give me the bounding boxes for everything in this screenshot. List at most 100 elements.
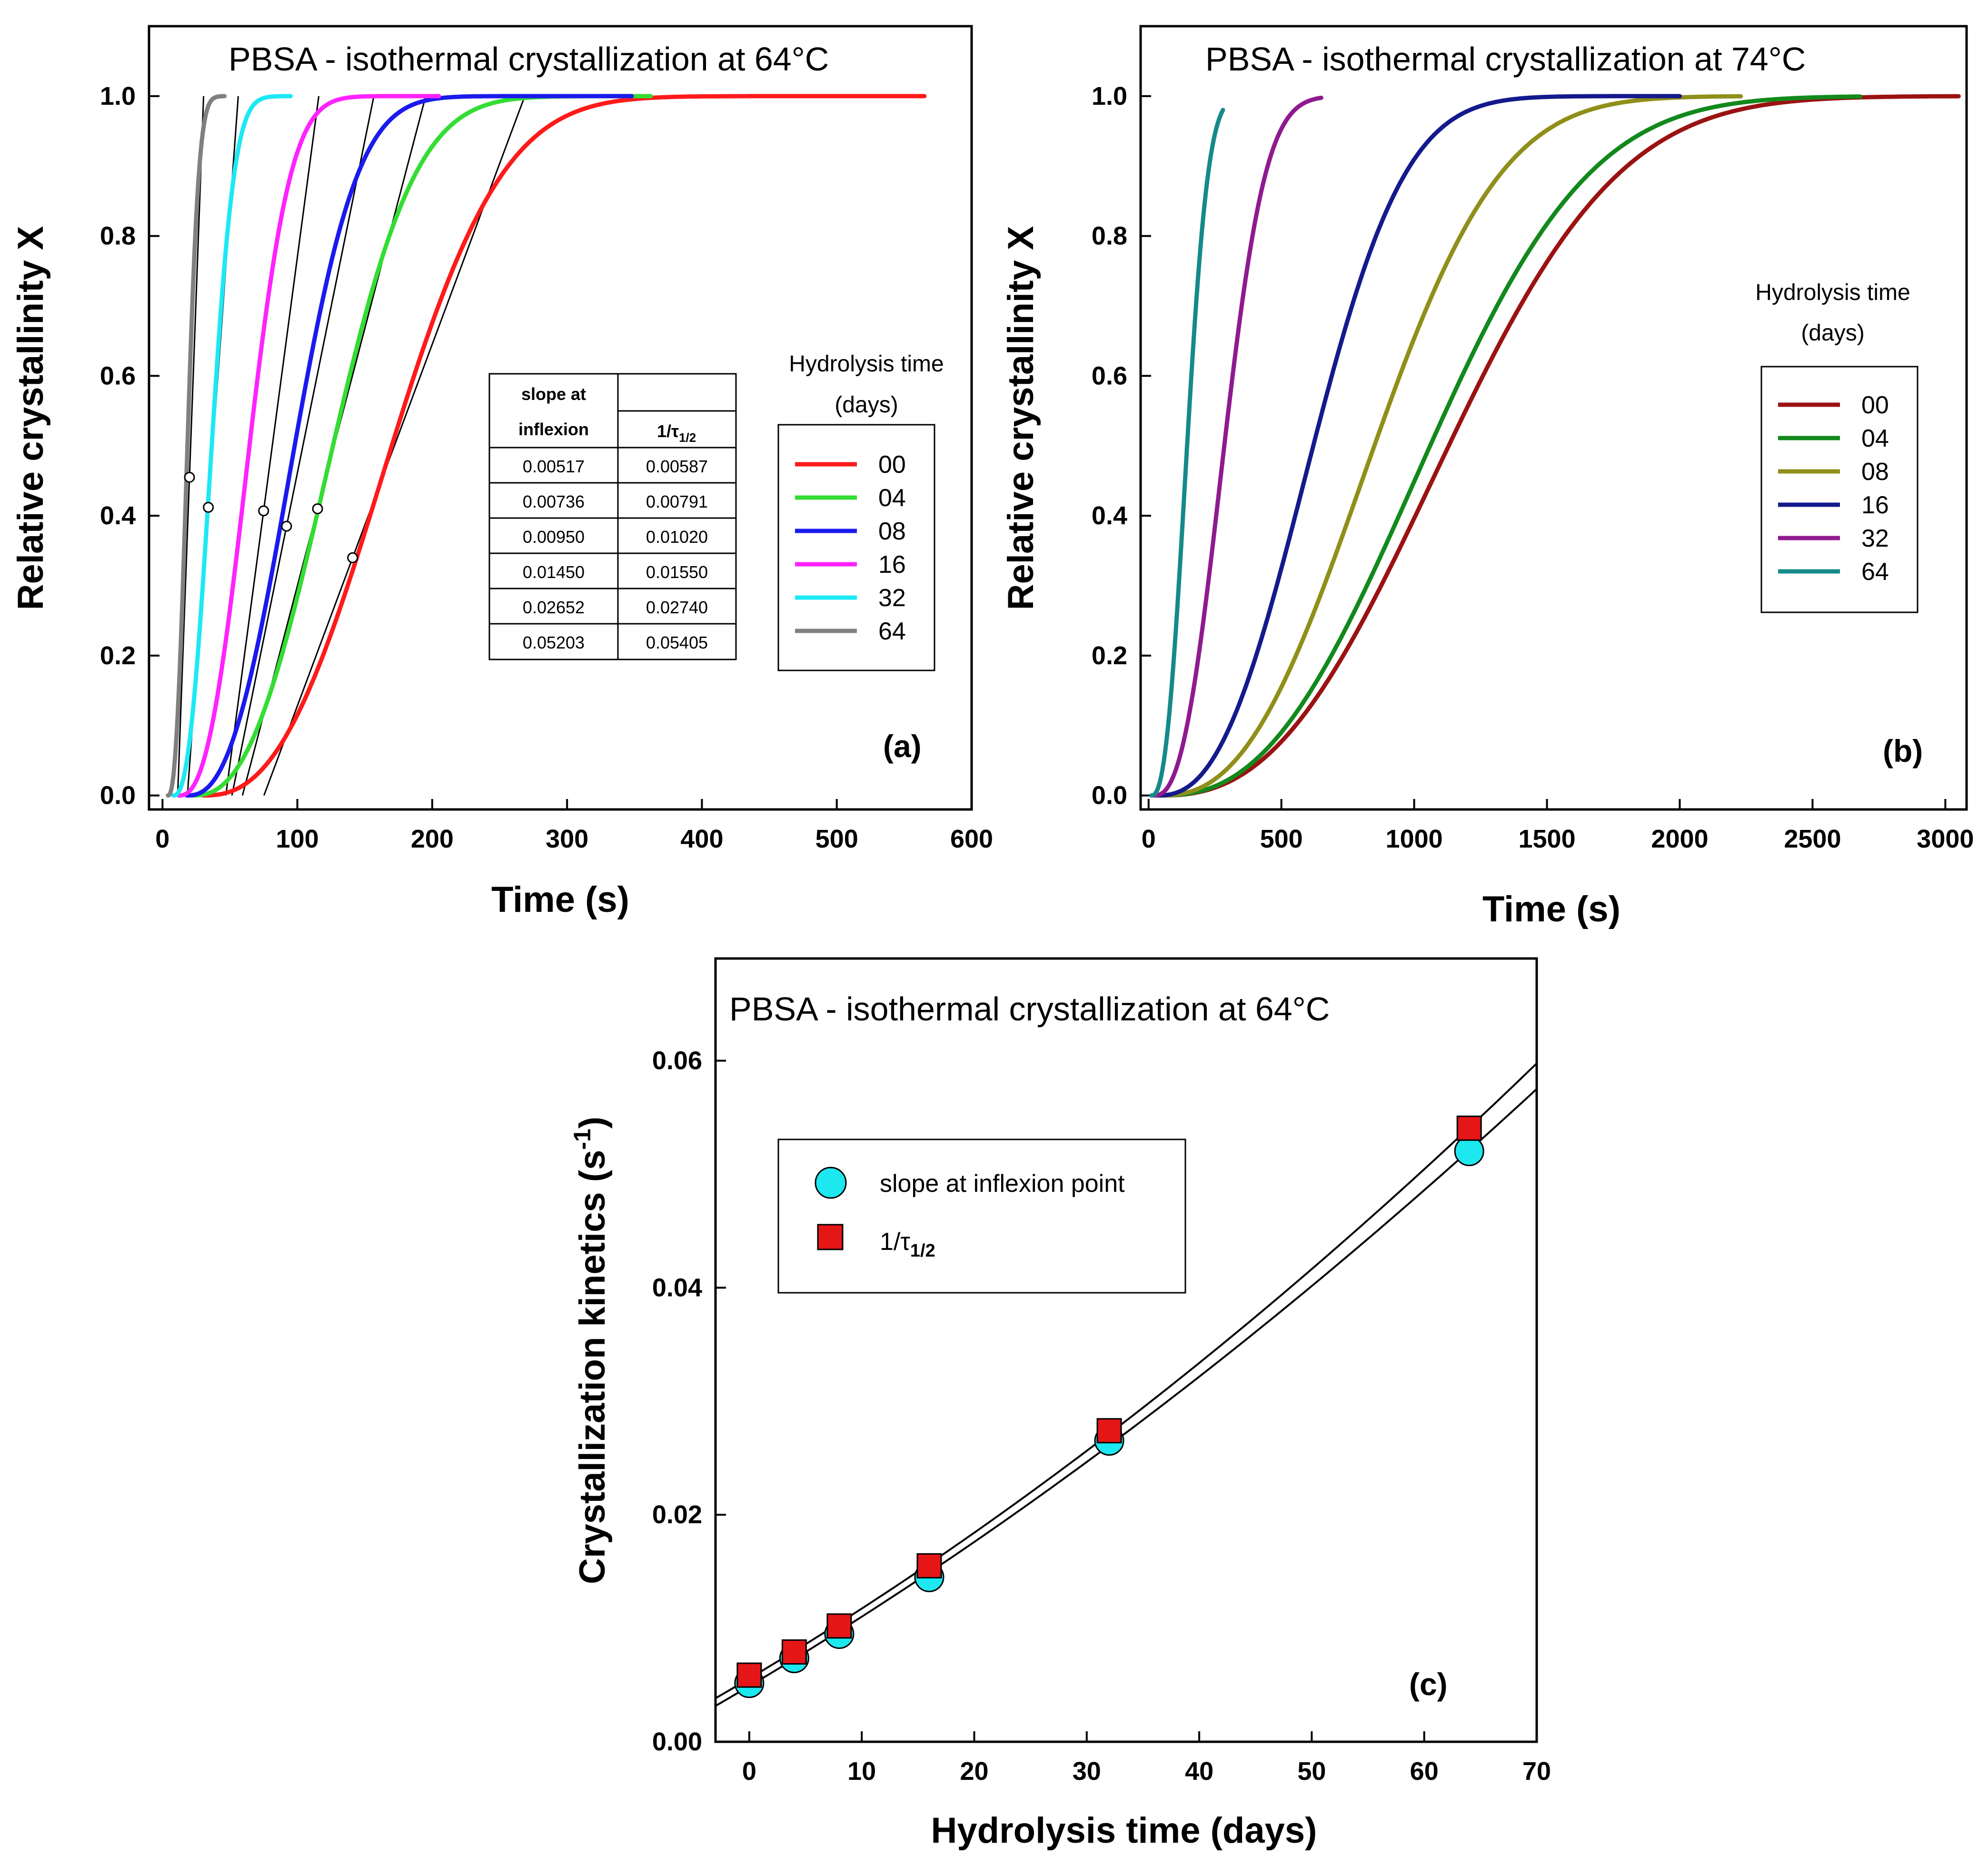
legend-box-c — [777, 1138, 1186, 1294]
y-tick-label: 1.0 — [1092, 82, 1127, 110]
legend-label-tau-main: 1/τ — [880, 1228, 910, 1256]
data-points-c — [734, 1115, 1484, 1698]
point-inverse-tau-half — [1456, 1115, 1482, 1141]
x-tick-label: 500 — [815, 825, 858, 853]
x-tick-label: 200 — [411, 825, 454, 853]
y-tick-label: 0.6 — [100, 361, 136, 390]
x-tick-label: 2500 — [1784, 825, 1841, 853]
inflexion-marker — [347, 552, 358, 563]
x-tick-label: 100 — [276, 825, 319, 853]
plot-area-c — [714, 957, 1538, 1743]
legend-subtitle-b: (days) — [1801, 320, 1864, 346]
legend-label-08: 08 — [1861, 458, 1889, 486]
legend-label-32: 32 — [1861, 525, 1889, 552]
y-axis-label-a: Relative crystallinity X — [10, 226, 51, 610]
legend-title-a: Hydrolysis time — [789, 351, 944, 377]
inflexion-marker — [258, 505, 269, 517]
table-cell: 0.01550 — [646, 562, 708, 582]
series-curve-32 — [171, 94, 293, 798]
x-tick-label: 30 — [1073, 1757, 1101, 1786]
panel-b: 0 500 1000 1500 2000 2500 3000 0.0 0.2 0.4 0.6 0.8… — [1001, 25, 1974, 929]
y-axis-label-c: Crystallization kinetics (s-1) — [569, 1117, 613, 1584]
series-curve-04 — [1157, 94, 1863, 798]
series-curve-64 — [1149, 108, 1225, 798]
x-tick-label: 0 — [1142, 825, 1156, 853]
legend-circle-marker — [815, 1167, 847, 1199]
legend-label-64: 64 — [878, 618, 906, 645]
x-tick-label: 60 — [1410, 1757, 1439, 1786]
point-inverse-tau-half — [781, 1639, 807, 1665]
table-cell: 0.01450 — [523, 562, 585, 582]
x-tick-label: 3000 — [1917, 825, 1974, 853]
y-tick-label: 0.0 — [1092, 781, 1127, 810]
legend-label-04: 04 — [878, 484, 906, 512]
x-tick-label: 2000 — [1651, 825, 1708, 853]
legend-c: slope at inflexion point 1/τ1/2 — [777, 1138, 1186, 1294]
y-tick-label: 0.2 — [1092, 641, 1127, 670]
table-cell: 0.01020 — [646, 527, 708, 547]
point-slope-inflexion — [1454, 1136, 1484, 1167]
inflexion-marker — [281, 520, 292, 532]
y-tick-label: 0.02 — [652, 1500, 702, 1529]
tangent-line — [225, 96, 320, 796]
legend-label-04: 04 — [1861, 425, 1889, 452]
legend-label-32: 32 — [878, 584, 906, 612]
panel-label-b: (b) — [1883, 733, 1923, 769]
legend-subtitle-a: (days) — [835, 392, 898, 418]
x-tick-label: 0 — [155, 825, 169, 853]
tangent-line — [177, 96, 205, 796]
curves-a — [166, 94, 927, 798]
inflexion-marker — [203, 502, 214, 513]
table-cell: 0.00517 — [523, 457, 585, 476]
y-axis-label-c-sup: -1 — [569, 1128, 596, 1149]
table-header-slope: slope at — [521, 384, 586, 404]
table-cell: 0.05203 — [523, 633, 585, 652]
legend-label-64: 64 — [1861, 558, 1889, 586]
point-inverse-tau-half — [1096, 1418, 1122, 1444]
series-curve-08 — [184, 94, 634, 798]
legend-label-slope: slope at inflexion point — [880, 1170, 1125, 1198]
inflexion-markers-a — [184, 471, 358, 563]
legend-title-b: Hydrolysis time — [1755, 280, 1910, 305]
legend-items-b: 00 04 08 16 32 64 — [1778, 391, 1889, 586]
tangent-line — [231, 96, 375, 796]
y-tick-label: 0.6 — [1092, 361, 1127, 390]
inflexion-marker — [184, 471, 195, 483]
y-tick-label: 0.4 — [1092, 501, 1127, 530]
series-curve-64 — [166, 94, 227, 798]
panel-label-a: (a) — [883, 729, 922, 764]
values-table: slope at inflexion 1/τ1/2 0.00517 0.0058… — [488, 373, 737, 660]
legend-label-16: 16 — [1861, 491, 1889, 519]
y-axis-label-c-end: ) — [572, 1117, 613, 1128]
x-ticks-b: 0 500 1000 1500 2000 2500 3000 — [1142, 799, 1974, 853]
legend-items-a: 00 04 08 16 32 64 — [795, 451, 906, 645]
legend-square-marker — [817, 1224, 844, 1250]
inflexion-marker — [312, 503, 323, 514]
series-curve-00 — [200, 94, 927, 798]
x-axis-label-b: Time (s) — [1482, 889, 1620, 929]
panel-c: 0 10 20 30 40 50 60 70 0.00 0.02 0.04 0.06 PBSA - … — [569, 957, 1551, 1851]
table-header-tau-sub: 1/2 — [679, 430, 696, 445]
table-cell: 0.00950 — [523, 527, 585, 547]
x-tick-label: 1500 — [1518, 825, 1575, 853]
x-tick-label: 400 — [680, 825, 723, 853]
x-tick-label: 300 — [546, 825, 588, 853]
legend-label-00: 00 — [1861, 391, 1889, 419]
legend-label-tau: 1/τ1/2 — [880, 1228, 935, 1261]
legend-label-tau-sub: 1/2 — [910, 1241, 935, 1261]
legend-a: Hydrolysis time (days) 00 04 08 16 32 64 — [777, 351, 944, 671]
y-tick-label: 0.00 — [652, 1727, 702, 1756]
y-axis-label-c-main: Crystallization kinetics (s — [572, 1150, 613, 1584]
y-tick-label: 0.4 — [100, 501, 136, 530]
x-axis-label-c: Hydrolysis time (days) — [931, 1810, 1317, 1851]
x-tick-label: 20 — [960, 1757, 988, 1786]
y-tick-label: 0.8 — [100, 222, 136, 250]
y-tick-label: 0.0 — [100, 781, 136, 810]
table-header-tau: 1/τ1/2 — [657, 421, 696, 445]
title-c: PBSA - isothermal crystallization at 64°… — [729, 990, 1330, 1028]
x-tick-label: 0 — [742, 1757, 756, 1786]
y-ticks-a: 0.0 0.2 0.4 0.6 0.8 1.0 — [100, 82, 159, 810]
y-ticks-b: 0.0 0.2 0.4 0.6 0.8 1.0 — [1092, 82, 1151, 810]
fit-line — [715, 1088, 1538, 1707]
